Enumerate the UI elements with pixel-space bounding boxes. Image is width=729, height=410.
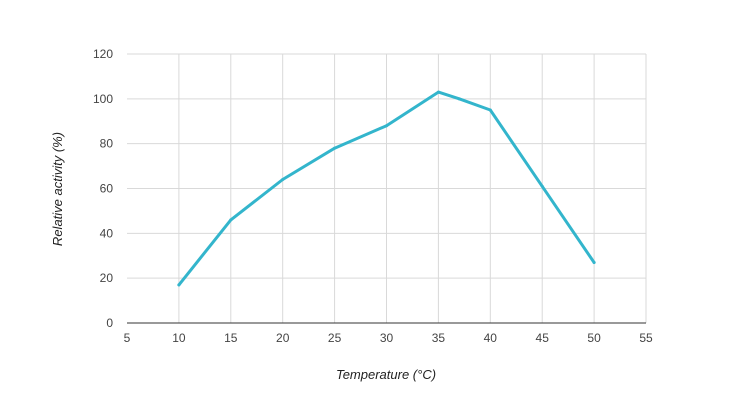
y-tick-label: 0 — [106, 316, 113, 330]
x-tick-label: 25 — [328, 331, 342, 345]
x-tick-label: 20 — [276, 331, 290, 345]
data-point — [385, 124, 388, 128]
x-tick-label: 55 — [639, 331, 653, 345]
y-tick-label: 60 — [100, 182, 114, 196]
x-tick-label: 15 — [224, 331, 238, 345]
x-tick-label: 30 — [380, 331, 394, 345]
x-tick-label: 10 — [172, 331, 186, 345]
y-tick-label: 80 — [100, 137, 114, 151]
y-tick-label: 100 — [93, 92, 113, 106]
y-tick-label: 40 — [100, 226, 114, 240]
x-tick-labels: 5 10 15 20 25 30 35 40 45 50 55 — [124, 331, 653, 345]
data-point — [540, 184, 544, 188]
grid-lines — [127, 53, 647, 323]
x-tick-label: 35 — [432, 331, 446, 345]
series-line — [177, 90, 596, 287]
data-point — [281, 178, 285, 182]
y-axis-title: Relative activity (%) — [50, 132, 65, 246]
x-tick-label: 5 — [124, 331, 131, 345]
x-tick-label: 45 — [536, 331, 550, 345]
data-point — [436, 90, 440, 94]
y-tick-label: 20 — [100, 271, 114, 285]
y-tick-label: 120 — [93, 47, 113, 61]
x-tick-label: 40 — [484, 331, 498, 345]
data-point — [488, 108, 492, 112]
y-tick-labels: 0 20 40 60 80 100 120 — [93, 47, 113, 330]
series-layer — [177, 90, 596, 287]
data-point — [177, 283, 181, 287]
x-tick-label: 50 — [587, 331, 601, 345]
data-point — [333, 146, 337, 150]
x-axis-title: Temperature (°C) — [336, 367, 436, 382]
data-point — [229, 218, 233, 222]
data-point — [592, 260, 596, 264]
data-point — [457, 97, 461, 101]
